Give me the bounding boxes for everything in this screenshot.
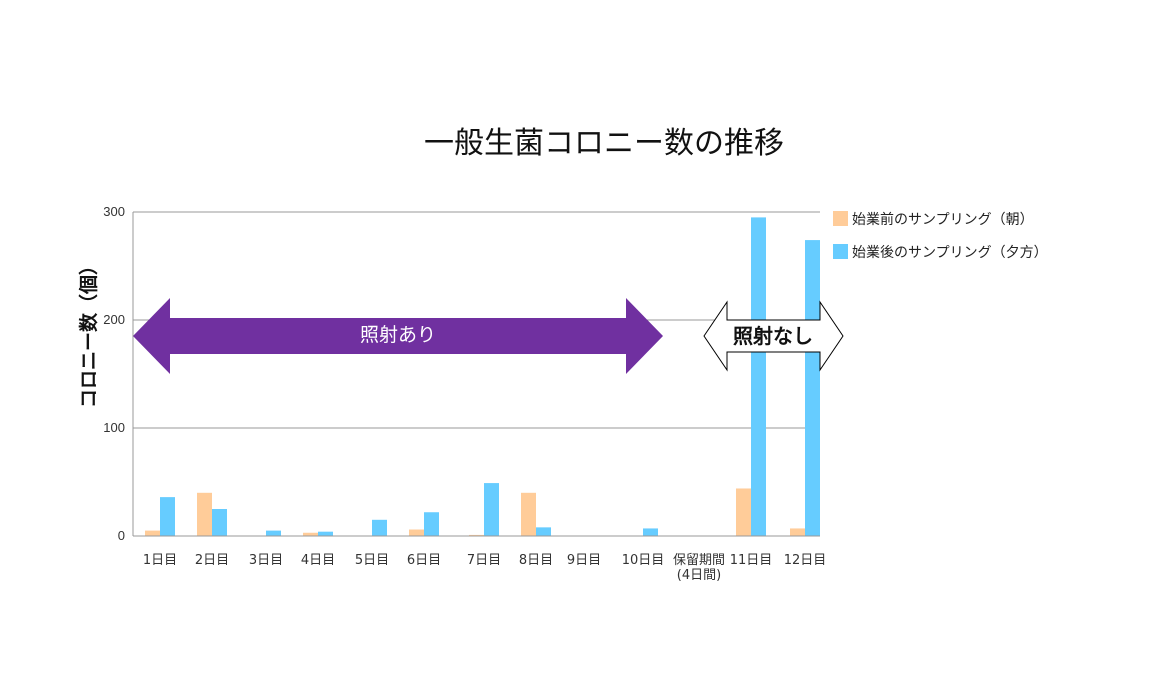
bar-morning bbox=[409, 529, 424, 536]
x-tick-label: 6日目 bbox=[407, 553, 441, 568]
bar-evening bbox=[318, 531, 333, 536]
bar-morning bbox=[521, 492, 536, 536]
annotation-layer: 照射あり 照射なし bbox=[133, 298, 844, 374]
x-tick-label: 1日目 bbox=[143, 553, 177, 568]
bar-morning bbox=[197, 492, 212, 536]
axis-layer: 0 100 200 300 1日目 2日目 3日目 4日目 5日目 6日目 7日目 8日目 9日目 10日… bbox=[103, 204, 826, 583]
legend-swatch bbox=[833, 244, 848, 259]
bar-evening bbox=[160, 497, 175, 536]
irradiation-off-label: 照射なし bbox=[733, 324, 813, 348]
bar-morning bbox=[303, 532, 318, 536]
bar-evening bbox=[536, 527, 551, 536]
bar-evening bbox=[424, 512, 439, 536]
y-tick-label: 0 bbox=[118, 528, 125, 543]
x-tick-label: (4日間) bbox=[677, 568, 721, 583]
x-tick-label: 11日目 bbox=[730, 553, 773, 568]
bar-evening bbox=[805, 240, 820, 536]
bar-morning bbox=[469, 534, 484, 536]
bar-morning bbox=[145, 530, 160, 536]
x-tick-label: 9日目 bbox=[567, 553, 601, 568]
bar-evening bbox=[372, 519, 387, 536]
x-tick-label: 保留期間 bbox=[673, 553, 725, 568]
x-tick-label: 10日目 bbox=[622, 553, 665, 568]
y-axis-label: コロニー数（個） bbox=[77, 256, 100, 408]
bar-evening bbox=[212, 509, 227, 536]
bar-evening bbox=[643, 528, 658, 536]
x-tick-label: 3日目 bbox=[249, 553, 283, 568]
irradiation-off-arrow bbox=[703, 300, 844, 372]
x-tick-label: 5日目 bbox=[355, 553, 389, 568]
x-tick-label: 4日目 bbox=[301, 553, 335, 568]
bar-evening bbox=[266, 530, 281, 536]
legend-label: 始業前のサンプリング（朝） bbox=[852, 211, 1034, 228]
x-tick-label: 2日目 bbox=[195, 553, 229, 568]
bar-morning bbox=[790, 528, 805, 536]
y-tick-label: 100 bbox=[103, 420, 125, 435]
chart-title: 一般生菌コロニー数の推移 bbox=[424, 126, 784, 161]
irradiation-on-label: 照射あり bbox=[360, 324, 436, 346]
y-tick-label: 300 bbox=[103, 204, 125, 219]
legend-label: 始業後のサンプリング（夕方） bbox=[852, 245, 1048, 261]
irradiation-on-arrow bbox=[133, 298, 663, 374]
x-tick-label: 12日目 bbox=[784, 553, 827, 568]
bar-evening bbox=[751, 217, 766, 536]
x-tick-label: 8日目 bbox=[519, 553, 553, 568]
bars-layer bbox=[145, 217, 820, 536]
y-tick-label: 200 bbox=[103, 312, 125, 327]
legend: 始業前のサンプリング（朝） 始業後のサンプリング（夕方） bbox=[833, 211, 1048, 261]
bar-evening bbox=[484, 483, 499, 536]
bar-morning bbox=[736, 488, 751, 536]
legend-swatch bbox=[833, 211, 848, 226]
x-tick-label: 7日目 bbox=[467, 553, 501, 568]
